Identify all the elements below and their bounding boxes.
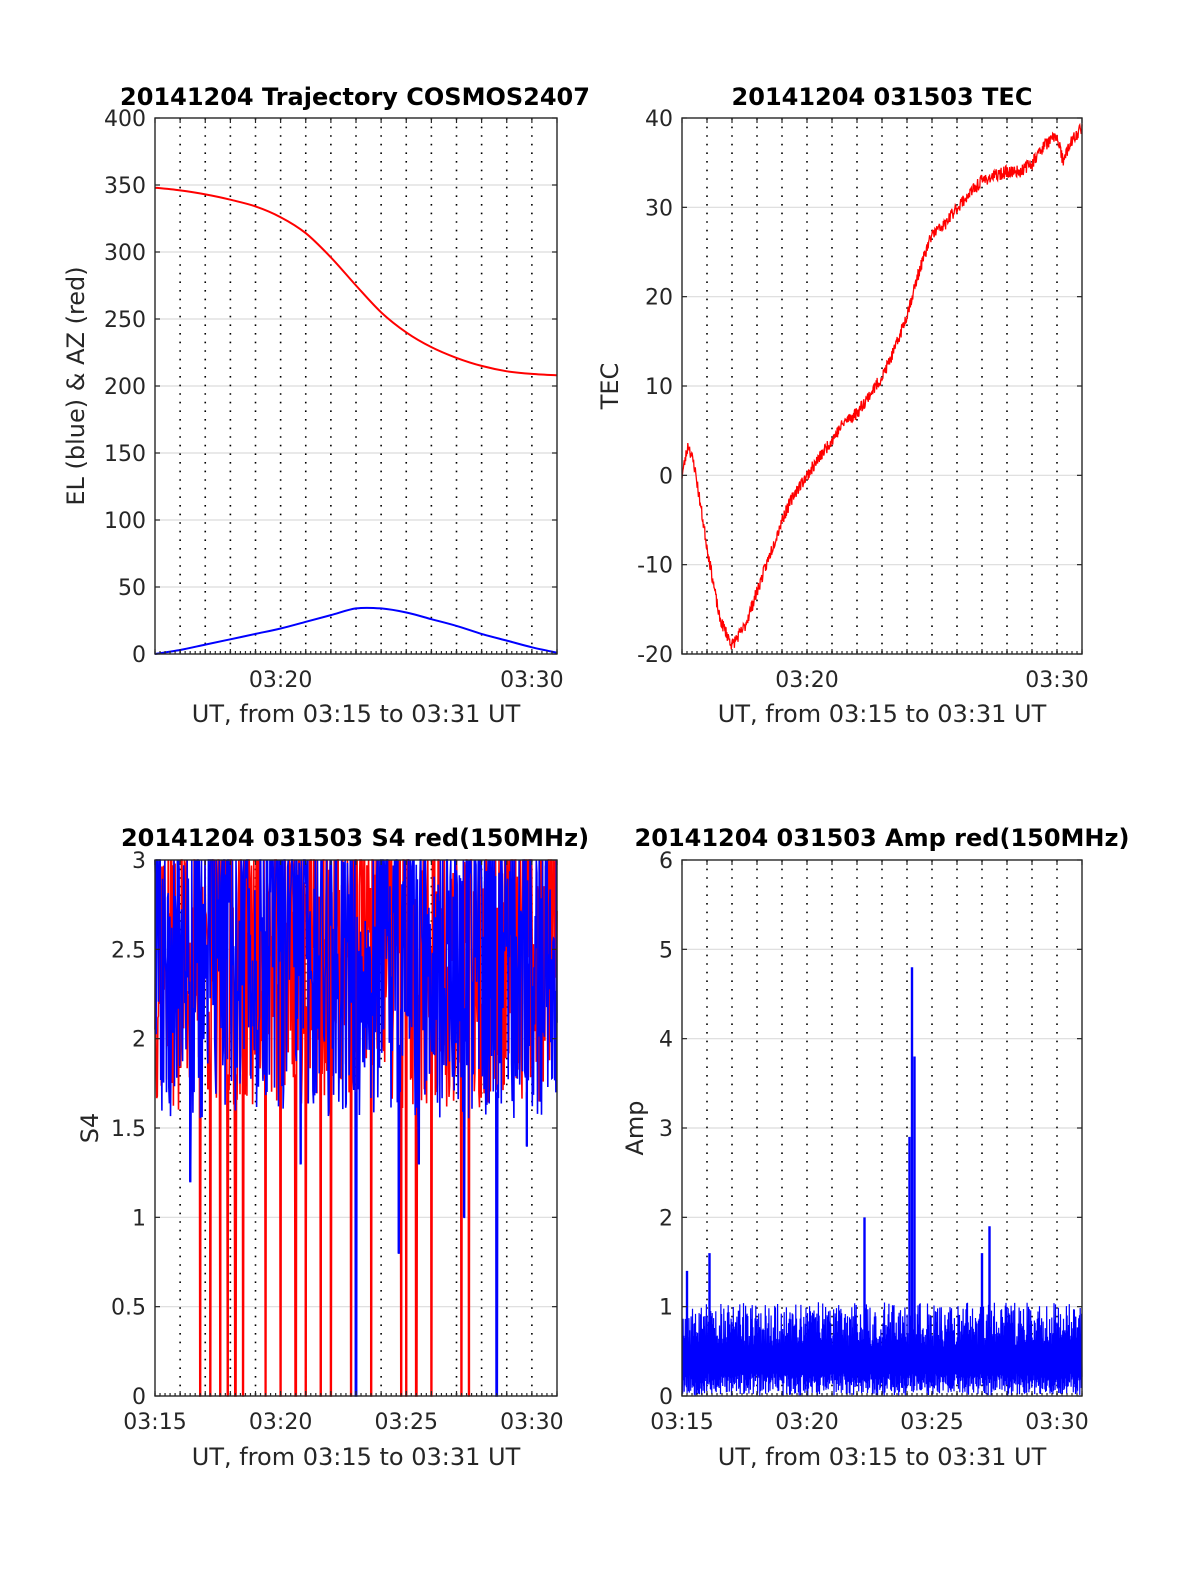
tec-y-tick-label: 40 <box>645 107 673 132</box>
trajectory-panel: 20141204 Trajectory COSMOS2407 0 50 100 150… <box>62 83 590 728</box>
amp-y-tick-label: 0 <box>659 1385 673 1410</box>
amp-x-axis-label: UT, from 03:15 to 03:31 UT <box>718 1443 1047 1471</box>
amp-panel: 20141204 031503 Amp red(150MHz) 0 1 2 3 4 5 6 0… <box>621 824 1129 1471</box>
amp-y-axis-label: Amp <box>621 1100 649 1155</box>
s4-y-tick-label: 3 <box>132 849 146 874</box>
s4-x-tick-label: 03:30 <box>500 1410 563 1435</box>
amp-y-tick-label: 6 <box>659 849 673 874</box>
tec-y-tick-label: 0 <box>659 464 673 489</box>
amp-y-tick-label: 2 <box>659 1206 673 1231</box>
trajectory-y-tick-label: 150 <box>104 442 146 467</box>
s4-x-tick-label: 03:15 <box>123 1410 186 1435</box>
amp-y-tick-label: 1 <box>659 1296 673 1321</box>
s4-y-axis-label: S4 <box>76 1113 104 1144</box>
tec-x-tick-label: 03:20 <box>775 668 838 693</box>
trajectory-series-line <box>154 606 558 655</box>
tec-y-tick-label: 30 <box>645 196 673 221</box>
s4-y-tick-label: 2 <box>132 1028 146 1053</box>
s4-x-tick-label: 03:20 <box>249 1410 312 1435</box>
amp-y-tick-label: 5 <box>659 938 673 963</box>
amp-x-tick-label: 03:30 <box>1025 1410 1088 1435</box>
trajectory-y-tick-label: 250 <box>104 308 146 333</box>
tec-series-line <box>681 122 1083 650</box>
amp-series-line <box>681 1302 1083 1396</box>
amp-x-tick-label: 03:20 <box>775 1410 838 1435</box>
s4-x-axis-label: UT, from 03:15 to 03:31 UT <box>192 1443 521 1471</box>
s4-panel: 20141204 031503 S4 red(150MHz) 0 0.5 1 1.5 2… <box>76 824 589 1471</box>
trajectory-x-axis-label: UT, from 03:15 to 03:31 UT <box>192 700 521 728</box>
trajectory-y-tick-label: 350 <box>104 174 146 199</box>
tec-panel: 20141204 031503 TEC -20 -10 0 10 20 30 40 03:20… <box>596 83 1089 728</box>
s4-y-tick-label: 2.5 <box>111 938 146 963</box>
trajectory-x-tick-label: 03:30 <box>500 668 563 693</box>
tec-title: 20141204 031503 TEC <box>732 83 1033 111</box>
trajectory-y-tick-label: 100 <box>104 509 146 534</box>
trajectory-y-tick-label: 300 <box>104 241 146 266</box>
amp-y-tick-label: 4 <box>659 1028 673 1053</box>
amp-title: 20141204 031503 Amp red(150MHz) <box>635 824 1130 852</box>
s4-y-tick-label: 0.5 <box>111 1296 146 1321</box>
amp-x-tick-label: 03:15 <box>650 1410 713 1435</box>
trajectory-title: 20141204 Trajectory COSMOS2407 <box>120 83 590 111</box>
tec-y-axis-label: TEC <box>596 363 624 411</box>
tec-y-tick-label: 20 <box>645 286 673 311</box>
tec-x-axis-label: UT, from 03:15 to 03:31 UT <box>718 700 1047 728</box>
amp-y-tick-label: 3 <box>659 1117 673 1142</box>
tec-x-tick-label: 03:30 <box>1025 668 1088 693</box>
tec-y-tick-label: -20 <box>637 643 673 668</box>
trajectory-y-tick-label: 0 <box>132 643 146 668</box>
s4-title: 20141204 031503 S4 red(150MHz) <box>121 824 589 852</box>
trajectory-y-tick-label: 200 <box>104 375 146 400</box>
tec-y-tick-label: -10 <box>637 554 673 579</box>
s4-x-tick-label: 03:25 <box>375 1410 438 1435</box>
amp-x-tick-label: 03:25 <box>900 1410 963 1435</box>
tec-y-tick-label: 10 <box>645 375 673 400</box>
trajectory-y-axis-label: EL (blue) & AZ (red) <box>62 266 90 505</box>
trajectory-series-line <box>154 186 558 377</box>
s4-y-tick-label: 1 <box>132 1206 146 1231</box>
trajectory-y-tick-label: 400 <box>104 107 146 132</box>
trajectory-y-tick-label: 50 <box>118 576 146 601</box>
s4-y-tick-label: 0 <box>132 1385 146 1410</box>
s4-y-tick-label: 1.5 <box>111 1117 146 1142</box>
trajectory-x-tick-label: 03:20 <box>249 668 312 693</box>
